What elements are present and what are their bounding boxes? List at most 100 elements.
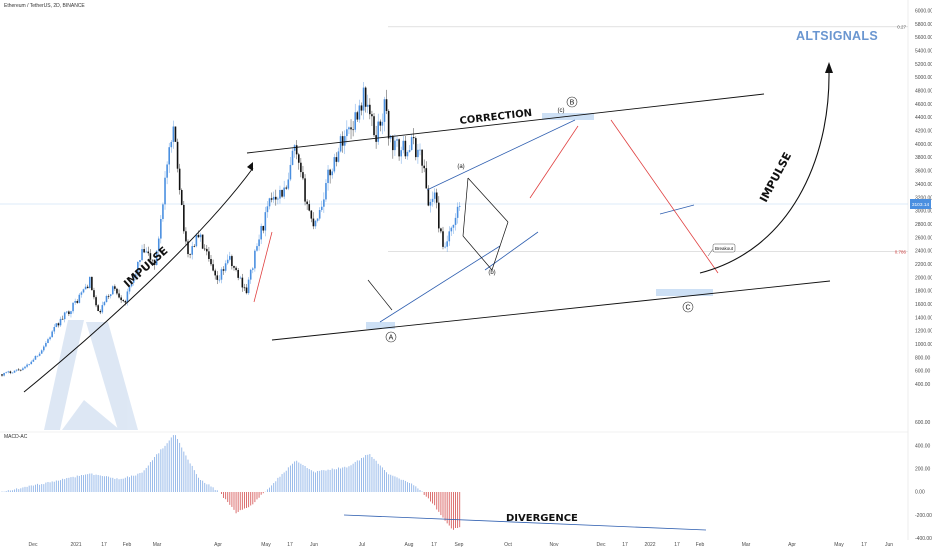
price-tick-label: 800.00 <box>915 355 931 361</box>
candle <box>130 280 133 288</box>
candle <box>237 268 239 281</box>
candle <box>1 374 3 377</box>
candle-body <box>421 149 423 166</box>
candle-body <box>331 171 334 176</box>
candle-body <box>180 190 183 205</box>
candle <box>166 161 168 185</box>
candle <box>404 135 407 160</box>
candle-body <box>120 297 122 301</box>
candle-body <box>93 290 95 298</box>
candle-body <box>408 149 411 153</box>
candle <box>178 163 181 195</box>
candle-body <box>404 140 407 157</box>
candle <box>137 261 139 279</box>
candle <box>107 294 110 299</box>
price-tick-label: 5800.00 <box>915 22 932 28</box>
price-tick-label: 5600.00 <box>915 35 932 41</box>
price-tick-label: 4600.00 <box>915 102 932 108</box>
candle-body <box>1 374 3 376</box>
candle-body <box>333 157 336 172</box>
candle <box>346 120 348 144</box>
candle <box>24 365 26 370</box>
candle <box>168 142 170 173</box>
candle <box>425 161 428 189</box>
price-tick-label: 1800.00 <box>915 289 932 295</box>
candle <box>348 126 350 135</box>
candle <box>187 239 189 258</box>
price-tick-label: 5000.00 <box>915 75 932 81</box>
candle <box>11 372 14 374</box>
candle-body <box>433 192 436 199</box>
candle-body <box>197 234 200 238</box>
candle <box>327 165 329 191</box>
candle-body <box>241 277 244 288</box>
candle-body <box>285 187 288 189</box>
candle-body <box>383 99 386 122</box>
candle-body <box>26 364 28 367</box>
candle-body <box>111 286 114 295</box>
candle-body <box>55 323 58 328</box>
price-tick-label: 2000.00 <box>915 275 932 281</box>
candle <box>398 138 400 161</box>
candle <box>111 285 114 295</box>
candle-body <box>116 288 118 294</box>
candle-body <box>70 311 72 315</box>
time-tick-label: Mar <box>742 542 751 548</box>
price-tick-label: 6200.00 <box>915 0 932 1</box>
candle-body <box>274 196 277 200</box>
candle <box>109 294 112 299</box>
candle <box>224 260 227 273</box>
candle-body <box>160 219 162 239</box>
candle-body <box>456 206 459 218</box>
time-tick-label: 17 <box>101 542 107 548</box>
candle-body <box>214 270 216 276</box>
candle-body <box>134 274 137 277</box>
candle <box>220 267 223 284</box>
fib-level-label: 0.786 <box>895 249 907 254</box>
candle-body <box>17 369 20 371</box>
candle-body <box>226 259 229 264</box>
candle-body <box>220 269 223 280</box>
candle-body <box>3 372 5 376</box>
candle <box>243 283 246 291</box>
candle-body <box>137 261 139 275</box>
candle-body <box>245 287 248 294</box>
candle-body <box>258 239 260 247</box>
candle <box>337 147 340 163</box>
candle <box>78 293 81 304</box>
time-tick-label: Jul <box>359 542 365 548</box>
candle-body <box>65 311 68 313</box>
candle-body <box>47 339 49 343</box>
wave-b-circle <box>566 96 578 108</box>
candle-body <box>45 343 47 347</box>
candle-body <box>193 246 196 247</box>
candle-body <box>387 110 390 139</box>
candle <box>408 145 411 153</box>
candle <box>36 355 39 358</box>
candle <box>444 242 446 249</box>
candle-body <box>406 152 409 157</box>
candle-body <box>130 282 133 287</box>
candle <box>183 201 185 234</box>
candle <box>97 304 99 312</box>
candle-body <box>128 286 131 292</box>
candle-body <box>124 301 127 303</box>
candle <box>160 215 162 244</box>
candle <box>360 102 363 116</box>
candle-body <box>427 188 430 206</box>
candle <box>185 227 187 246</box>
candle <box>394 134 396 156</box>
candle <box>201 234 204 250</box>
time-tick-label: Apr <box>788 542 796 548</box>
candle <box>149 249 152 261</box>
candle <box>235 266 237 272</box>
brand-logo-text: ALTSIGNALS <box>796 29 878 43</box>
candle-body <box>36 355 39 357</box>
candle-body <box>302 172 304 179</box>
candle <box>448 226 451 246</box>
candle-body <box>218 279 221 281</box>
candle-body <box>339 136 342 152</box>
candle-body <box>233 266 235 268</box>
candle-body <box>435 192 438 203</box>
candle <box>162 202 164 222</box>
